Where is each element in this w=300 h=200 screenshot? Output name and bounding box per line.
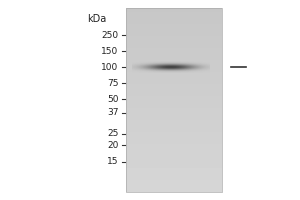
Text: 75: 75 (107, 78, 118, 88)
Text: 20: 20 (107, 140, 118, 149)
Text: 25: 25 (107, 130, 118, 139)
Text: 15: 15 (107, 158, 118, 166)
Text: 150: 150 (101, 46, 118, 55)
Text: 37: 37 (107, 108, 118, 117)
Text: 100: 100 (101, 62, 118, 72)
Text: kDa: kDa (87, 14, 106, 24)
Text: 50: 50 (107, 95, 118, 104)
Text: 250: 250 (101, 30, 118, 40)
Bar (126, 8, 222, 192)
